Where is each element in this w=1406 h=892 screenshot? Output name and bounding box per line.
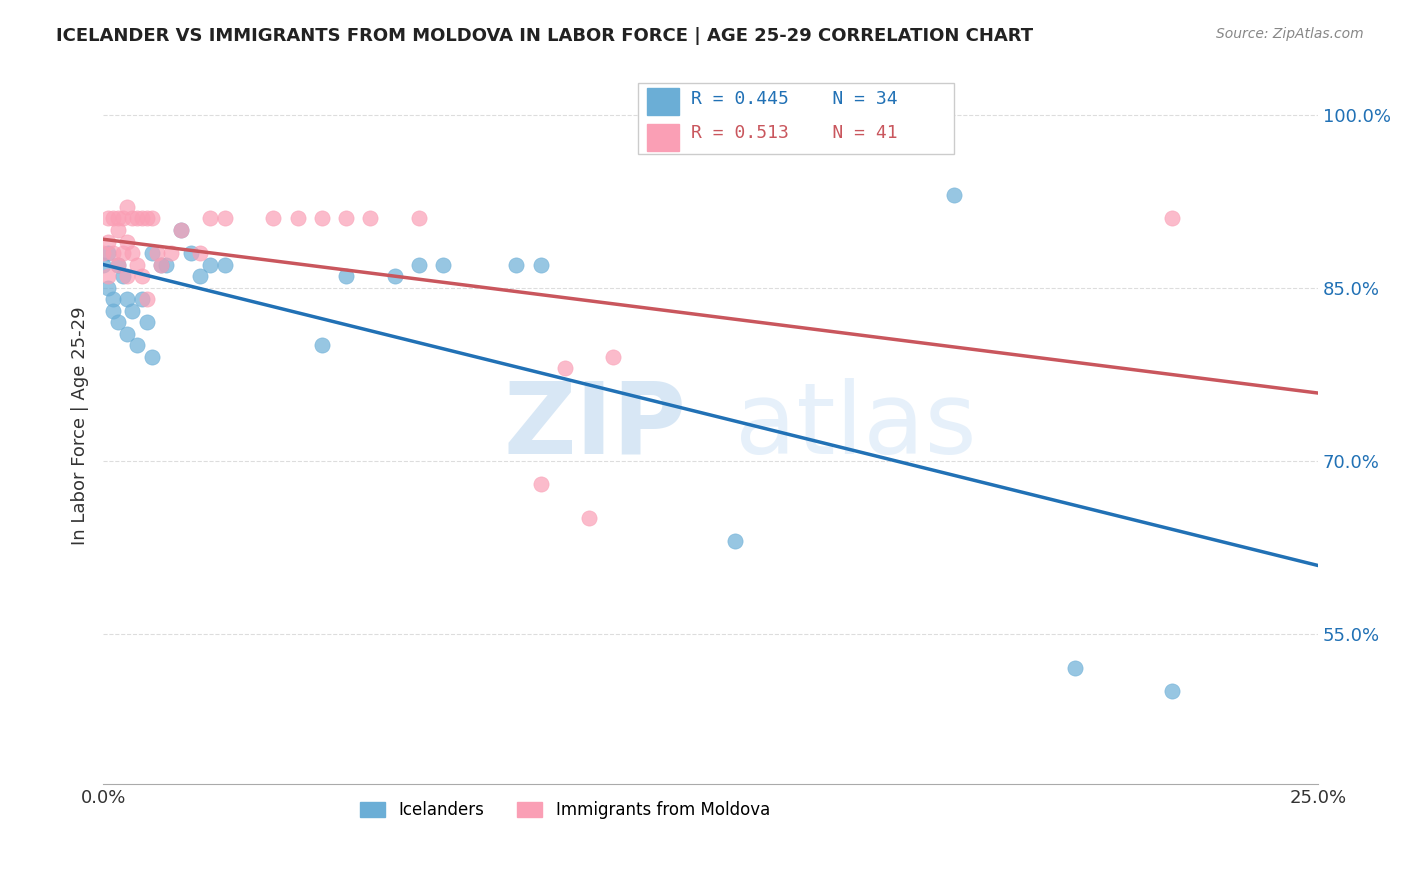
Point xyxy=(505,258,527,272)
Point xyxy=(127,338,149,352)
Text: Source: ZipAtlas.com: Source: ZipAtlas.com xyxy=(1216,27,1364,41)
Point xyxy=(311,338,333,352)
Point xyxy=(107,223,129,237)
Point xyxy=(141,211,163,226)
Point xyxy=(432,258,454,272)
Point xyxy=(131,211,153,226)
Point xyxy=(97,269,120,284)
Point xyxy=(150,258,173,272)
Point xyxy=(91,258,114,272)
Point xyxy=(121,246,143,260)
Point xyxy=(101,211,124,226)
Point xyxy=(91,246,114,260)
Point xyxy=(101,246,124,260)
Point xyxy=(131,292,153,306)
Point xyxy=(97,281,120,295)
Point xyxy=(155,258,177,272)
Point xyxy=(1161,684,1184,698)
Point xyxy=(554,361,576,376)
Point xyxy=(198,258,221,272)
Point xyxy=(1161,211,1184,226)
Point xyxy=(141,246,163,260)
Point xyxy=(117,235,139,249)
Point xyxy=(262,211,284,226)
Point xyxy=(529,258,551,272)
Point xyxy=(1064,661,1087,675)
Point xyxy=(408,258,430,272)
Point xyxy=(170,223,193,237)
Point xyxy=(188,269,211,284)
Text: atlas: atlas xyxy=(735,377,977,475)
Point xyxy=(408,211,430,226)
Point xyxy=(117,292,139,306)
Point xyxy=(311,211,333,226)
Point xyxy=(107,211,129,226)
Point xyxy=(135,315,157,329)
Point xyxy=(111,269,134,284)
Point xyxy=(214,258,236,272)
Point xyxy=(160,246,183,260)
Point xyxy=(188,246,211,260)
Point xyxy=(127,258,149,272)
Point xyxy=(97,235,120,249)
Point xyxy=(335,269,357,284)
Point xyxy=(198,211,221,226)
Point xyxy=(117,200,139,214)
Point xyxy=(214,211,236,226)
Point xyxy=(127,211,149,226)
Point xyxy=(111,211,134,226)
Point xyxy=(107,258,129,272)
Text: ICELANDER VS IMMIGRANTS FROM MOLDOVA IN LABOR FORCE | AGE 25-29 CORRELATION CHAR: ICELANDER VS IMMIGRANTS FROM MOLDOVA IN … xyxy=(56,27,1033,45)
Point xyxy=(101,292,124,306)
Point xyxy=(121,303,143,318)
Y-axis label: In Labor Force | Age 25-29: In Labor Force | Age 25-29 xyxy=(72,307,89,545)
Text: ZIP: ZIP xyxy=(503,377,686,475)
Point xyxy=(335,211,357,226)
Point xyxy=(131,269,153,284)
Point xyxy=(578,511,600,525)
Point xyxy=(724,534,747,549)
Point xyxy=(107,315,129,329)
Point xyxy=(97,246,120,260)
Point xyxy=(101,303,124,318)
Point xyxy=(111,246,134,260)
Point xyxy=(287,211,309,226)
Legend: Icelanders, Immigrants from Moldova: Icelanders, Immigrants from Moldova xyxy=(353,794,776,825)
Point xyxy=(602,350,624,364)
Point xyxy=(121,211,143,226)
Point xyxy=(145,246,167,260)
Point xyxy=(359,211,381,226)
Point xyxy=(384,269,406,284)
Point xyxy=(107,258,129,272)
Point xyxy=(135,292,157,306)
Point xyxy=(117,269,139,284)
Point xyxy=(529,476,551,491)
Point xyxy=(117,326,139,341)
Point xyxy=(135,211,157,226)
Point xyxy=(97,211,120,226)
Point xyxy=(150,258,173,272)
Point xyxy=(942,188,965,202)
Point xyxy=(141,350,163,364)
Point xyxy=(180,246,202,260)
Point xyxy=(170,223,193,237)
